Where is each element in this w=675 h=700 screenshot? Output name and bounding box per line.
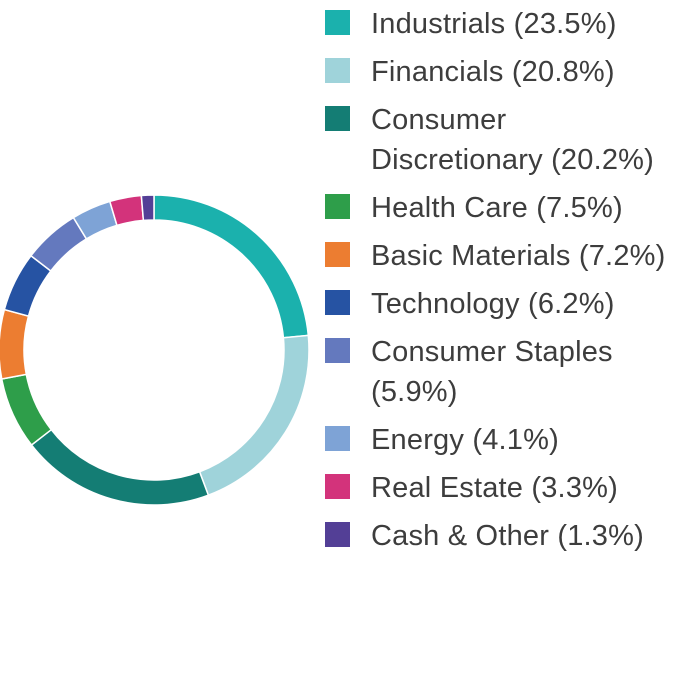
legend-label: Energy (4.1%): [371, 424, 559, 456]
donut-slice: [0, 373, 53, 447]
donut-slice: [153, 194, 310, 339]
legend-item: Consumer Discretionary (20.2%): [325, 100, 675, 180]
legend-label: Consumer Staples (5.9%): [371, 336, 613, 408]
legend-label: Consumer Discretionary (20.2%): [371, 104, 655, 176]
legend-item: Financials (20.8%): [325, 52, 675, 92]
legend-swatch: [325, 10, 350, 35]
legend-swatch: [325, 338, 350, 363]
donut-chart: [0, 194, 310, 506]
legend-label: Real Estate (3.3%): [371, 472, 618, 504]
legend-item: Energy (4.1%): [325, 420, 675, 460]
legend-label: Cash & Other (1.3%): [371, 520, 644, 552]
legend-label: Financials (20.8%): [371, 56, 615, 88]
legend-swatch: [325, 242, 350, 267]
legend-swatch: [325, 474, 350, 499]
legend-item: Real Estate (3.3%): [325, 468, 675, 508]
legend-swatch: [325, 194, 350, 219]
donut-slice: [0, 308, 30, 380]
donut-slice: [140, 194, 155, 222]
legend-swatch: [325, 290, 350, 315]
legend-label: Industrials (23.5%): [371, 8, 617, 40]
legend: Industrials (23.5%) Financials (20.8%) Con…: [325, 4, 675, 564]
donut-slice: [198, 334, 310, 497]
legend-item: Industrials (23.5%): [325, 4, 675, 44]
legend-label: Health Care (7.5%): [371, 192, 623, 224]
legend-item: Technology (6.2%): [325, 284, 675, 324]
legend-swatch: [325, 106, 350, 131]
legend-item: Consumer Staples (5.9%): [325, 332, 675, 412]
legend-label: Basic Materials (7.2%): [371, 240, 666, 272]
legend-swatch: [325, 522, 350, 547]
legend-swatch: [325, 58, 350, 83]
donut-slice: [108, 194, 145, 227]
donut-slice: [30, 428, 210, 506]
legend-item: Basic Materials (7.2%): [325, 236, 675, 276]
legend-label: Technology (6.2%): [371, 288, 615, 320]
legend-item: Cash & Other (1.3%): [325, 516, 675, 556]
legend-swatch: [325, 426, 350, 451]
legend-item: Health Care (7.5%): [325, 188, 675, 228]
